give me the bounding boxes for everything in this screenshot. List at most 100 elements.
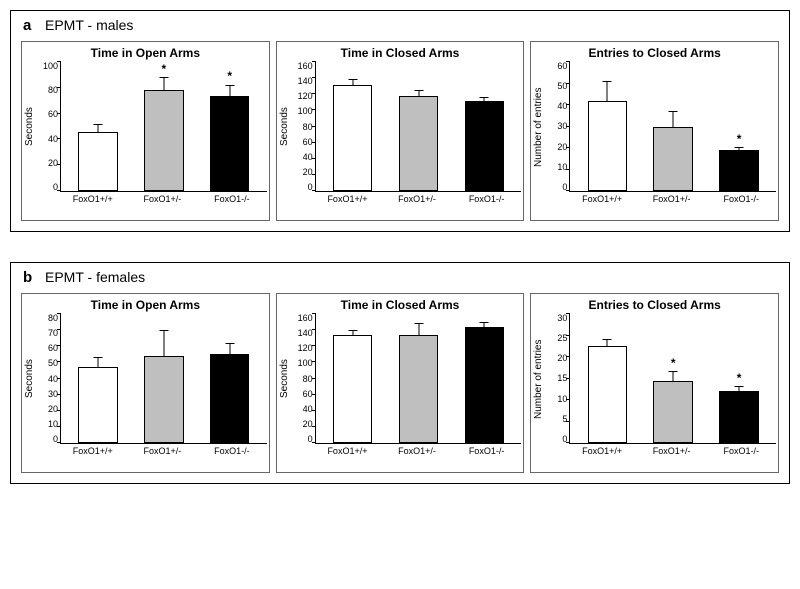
bar: *	[719, 391, 759, 443]
significance-star: *	[227, 69, 232, 83]
bar	[465, 101, 505, 191]
x-tick-label: FoxO1+/-	[382, 446, 452, 456]
bar-group	[386, 314, 452, 443]
chart: Entries to Closed ArmsNumber of entries3…	[530, 293, 779, 473]
bar-group	[574, 314, 640, 443]
bar	[333, 85, 373, 191]
bar-group	[197, 314, 263, 443]
error-bar	[229, 85, 230, 96]
bar	[399, 96, 439, 191]
charts-row: Time in Open ArmsSeconds100806040200**Fo…	[21, 41, 779, 221]
error-bar	[163, 330, 164, 357]
error-bar	[418, 90, 419, 97]
bar-group	[451, 314, 517, 443]
plot-area	[315, 314, 522, 444]
x-tick-label: FoxO1+/-	[637, 194, 707, 204]
x-tick-label: FoxO1+/-	[128, 446, 198, 456]
x-tick-label: FoxO1-/-	[706, 194, 776, 204]
bar-group: *	[131, 62, 197, 191]
y-axis-label: Number of entries	[533, 314, 547, 444]
bar	[588, 101, 628, 191]
x-tick-label: FoxO1-/-	[197, 194, 267, 204]
error-bar	[97, 124, 98, 133]
x-tick-label: FoxO1+/-	[637, 446, 707, 456]
bar-group	[65, 314, 131, 443]
chart-title: Time in Open Arms	[24, 46, 267, 60]
x-tick-label: FoxO1+/+	[313, 446, 383, 456]
bar	[653, 127, 693, 192]
bar	[78, 132, 118, 191]
x-labels: FoxO1+/+FoxO1+/-FoxO1-/-	[58, 194, 267, 204]
bar: *	[719, 150, 759, 191]
bar-group: *	[706, 62, 772, 191]
error-bar	[97, 357, 98, 368]
panel-title: EPMT - males	[45, 17, 133, 33]
error-bar	[484, 97, 485, 102]
error-bar	[418, 323, 419, 336]
plot-area: **	[569, 314, 776, 444]
panel-title: EPMT - females	[45, 269, 145, 285]
bar	[144, 356, 184, 443]
bar	[333, 335, 373, 443]
error-bar	[673, 371, 674, 381]
chart-title: Time in Open Arms	[24, 298, 267, 312]
panel-letter: b	[23, 269, 32, 286]
x-tick-label: FoxO1+/+	[58, 194, 128, 204]
x-tick-label: FoxO1+/+	[567, 194, 637, 204]
y-axis-label: Seconds	[279, 314, 293, 444]
chart: Time in Open ArmsSeconds8070605040302010…	[21, 293, 270, 473]
bar	[399, 335, 439, 443]
error-bar	[607, 339, 608, 347]
bar-group	[574, 62, 640, 191]
x-tick-label: FoxO1+/-	[128, 194, 198, 204]
plot-area: **	[60, 62, 267, 192]
significance-star: *	[161, 62, 166, 76]
x-tick-label: FoxO1+/+	[313, 194, 383, 204]
bar: *	[210, 96, 250, 191]
x-labels: FoxO1+/+FoxO1+/-FoxO1-/-	[58, 446, 267, 456]
y-axis-label: Seconds	[24, 314, 38, 444]
significance-star: *	[671, 356, 676, 370]
error-bar	[673, 111, 674, 128]
x-tick-label: FoxO1-/-	[452, 446, 522, 456]
x-labels: FoxO1+/+FoxO1+/-FoxO1-/-	[567, 446, 776, 456]
x-labels: FoxO1+/+FoxO1+/-FoxO1-/-	[567, 194, 776, 204]
bar-group	[451, 62, 517, 191]
bar	[465, 327, 505, 443]
panel-letter: a	[23, 17, 31, 34]
error-bar	[739, 386, 740, 392]
x-labels: FoxO1+/+FoxO1+/-FoxO1-/-	[313, 446, 522, 456]
figure-panel: bEPMT - femalesTime in Open ArmsSeconds8…	[10, 262, 790, 484]
x-tick-label: FoxO1+/-	[382, 194, 452, 204]
plot-area: *	[569, 62, 776, 192]
charts-row: Time in Open ArmsSeconds8070605040302010…	[21, 293, 779, 473]
error-bar	[163, 77, 164, 91]
figure-panel: aEPMT - malesTime in Open ArmsSeconds100…	[10, 10, 790, 232]
plot-area	[315, 62, 522, 192]
y-axis-label: Number of entries	[533, 62, 547, 192]
y-axis-label: Seconds	[279, 62, 293, 192]
chart: Time in Open ArmsSeconds100806040200**Fo…	[21, 41, 270, 221]
bar-group: *	[197, 62, 263, 191]
bar-group: *	[706, 314, 772, 443]
bar: *	[653, 381, 693, 443]
chart-title: Entries to Closed Arms	[533, 298, 776, 312]
bar-group	[131, 314, 197, 443]
bar	[588, 346, 628, 443]
bar-group	[386, 62, 452, 191]
x-tick-label: FoxO1-/-	[197, 446, 267, 456]
x-tick-label: FoxO1-/-	[706, 446, 776, 456]
bar	[210, 354, 250, 443]
significance-star: *	[737, 132, 742, 146]
chart: Time in Closed ArmsSeconds16014012010080…	[276, 293, 525, 473]
bar-group	[320, 314, 386, 443]
plot-area	[60, 314, 267, 444]
bar	[78, 367, 118, 443]
significance-star: *	[737, 371, 742, 385]
x-tick-label: FoxO1+/+	[58, 446, 128, 456]
bar-group	[640, 62, 706, 191]
chart: Entries to Closed ArmsNumber of entries6…	[530, 41, 779, 221]
x-labels: FoxO1+/+FoxO1+/-FoxO1-/-	[313, 194, 522, 204]
y-axis-label: Seconds	[24, 62, 38, 192]
bar-group: *	[640, 314, 706, 443]
